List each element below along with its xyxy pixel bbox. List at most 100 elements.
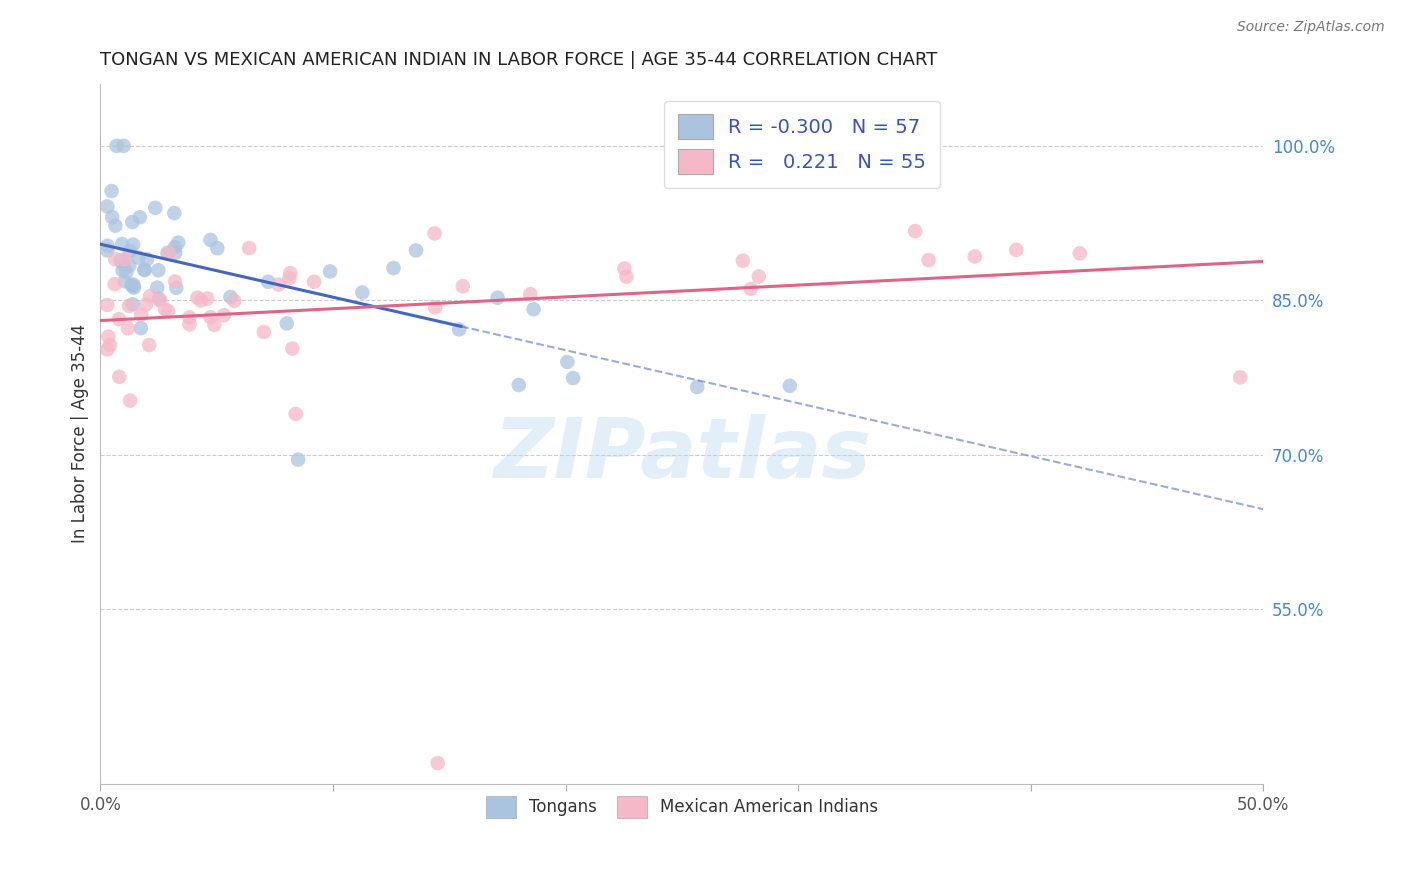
Point (202, 318, 225, 332)
Point (163, 240, 186, 254)
Point (148, 263, 170, 277)
Point (97, 329, 120, 343)
Point (405, 244, 427, 258)
Point (122, 237, 145, 252)
Point (212, 308, 235, 322)
Point (287, 452, 309, 467)
Point (319, 264, 342, 278)
Point (1229, 370, 1251, 384)
Point (134, 263, 156, 277)
Point (613, 261, 636, 276)
Y-axis label: In Labor Force | Age 35-44: In Labor Force | Age 35-44 (72, 325, 89, 543)
Point (129, 321, 152, 335)
Point (118, 259, 141, 273)
Point (190, 293, 212, 308)
Point (302, 275, 325, 289)
Point (138, 338, 160, 352)
Point (557, 355, 579, 369)
Point (104, 252, 127, 267)
Point (121, 277, 143, 292)
Point (134, 263, 156, 277)
Point (224, 293, 246, 308)
Point (156, 304, 179, 318)
Point (253, 325, 276, 339)
Point (963, 249, 986, 263)
Point (904, 224, 927, 238)
Point (426, 756, 449, 771)
Point (740, 282, 762, 296)
Point (104, 277, 127, 292)
Point (136, 252, 159, 267)
Point (149, 293, 172, 308)
Point (686, 380, 709, 394)
Point (110, 252, 132, 267)
Point (127, 251, 149, 265)
Point (96, 343, 118, 357)
Point (117, 321, 139, 335)
Point (143, 201, 166, 215)
Point (111, 263, 134, 277)
Point (129, 211, 152, 225)
Point (96, 239, 118, 253)
Point (165, 245, 187, 260)
Point (114, 274, 136, 288)
Point (281, 342, 304, 356)
Point (276, 317, 298, 331)
Point (100, 184, 122, 198)
Point (451, 279, 474, 293)
Point (257, 275, 280, 289)
Point (112, 257, 135, 271)
Point (207, 241, 229, 255)
Point (508, 378, 530, 392)
Point (1005, 243, 1028, 257)
Point (148, 292, 170, 306)
Point (219, 290, 242, 304)
Point (731, 253, 754, 268)
Point (167, 235, 190, 250)
Point (423, 227, 446, 241)
Point (157, 246, 180, 260)
Point (425, 301, 447, 315)
Point (111, 237, 134, 252)
Point (121, 279, 143, 293)
Point (108, 369, 131, 384)
Point (96, 298, 118, 312)
Point (96, 244, 118, 258)
Point (139, 289, 162, 303)
Point (163, 206, 186, 220)
Point (96, 199, 118, 213)
Legend: Tongans, Mexican American Indians: Tongans, Mexican American Indians (479, 789, 884, 824)
Point (905, 170, 928, 185)
Text: Source: ZipAtlas.com: Source: ZipAtlas.com (1237, 20, 1385, 34)
Point (118, 299, 141, 313)
Point (186, 291, 208, 305)
Point (135, 297, 157, 311)
Point (382, 260, 405, 275)
Point (449, 322, 471, 336)
Point (748, 269, 770, 284)
Point (179, 318, 201, 332)
Point (165, 275, 187, 289)
Text: ZIPatlas: ZIPatlas (494, 415, 870, 495)
Point (614, 269, 637, 284)
Point (129, 308, 152, 322)
Point (115, 265, 138, 279)
Text: TONGAN VS MEXICAN AMERICAN INDIAN IN LABOR FORCE | AGE 35-44 CORRELATION CHART: TONGAN VS MEXICAN AMERICAN INDIAN IN LAB… (100, 51, 938, 69)
Point (195, 292, 218, 306)
Point (486, 291, 509, 305)
Point (519, 287, 541, 301)
Point (101, 210, 124, 224)
Point (156, 245, 179, 260)
Point (238, 241, 260, 255)
Point (146, 280, 169, 294)
Point (104, 219, 127, 233)
Point (153, 301, 176, 316)
Point (118, 244, 141, 258)
Point (917, 253, 939, 268)
Point (122, 277, 145, 292)
Point (165, 281, 187, 295)
Point (278, 271, 301, 285)
Point (200, 233, 222, 247)
Point (121, 297, 143, 311)
Point (114, 252, 136, 267)
